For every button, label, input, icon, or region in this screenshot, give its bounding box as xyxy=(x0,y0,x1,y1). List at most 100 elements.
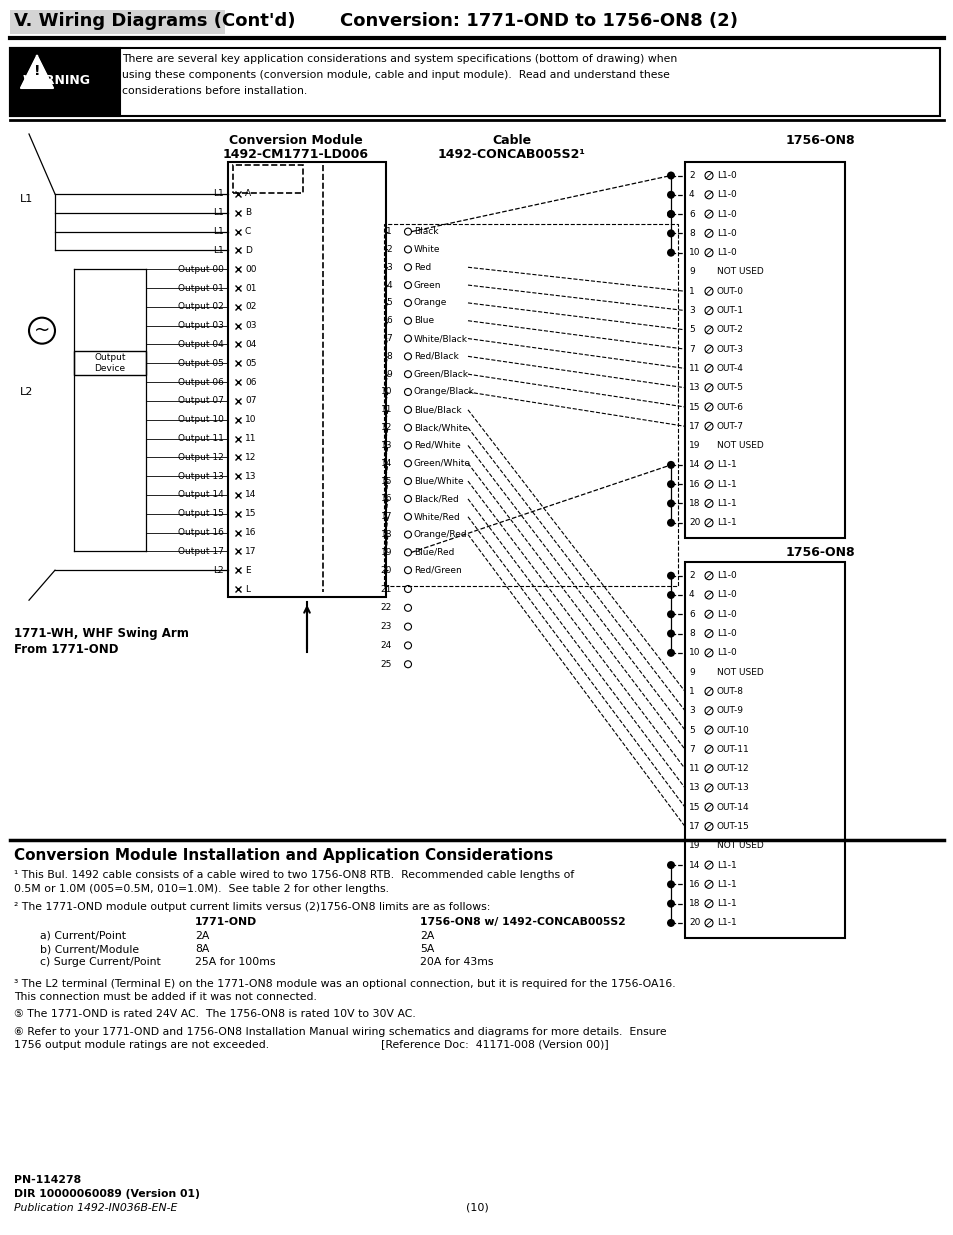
Bar xyxy=(10,48,120,116)
Text: 1756 output module ratings are not exceeded.                                [Ref: 1756 output module ratings are not excee… xyxy=(14,1040,608,1050)
Text: 20: 20 xyxy=(688,919,700,927)
Circle shape xyxy=(666,461,675,469)
Text: White: White xyxy=(414,245,440,254)
Text: D: D xyxy=(245,246,252,254)
Text: 3: 3 xyxy=(688,706,694,715)
Text: 16: 16 xyxy=(245,529,256,537)
Text: ~: ~ xyxy=(33,321,51,340)
Circle shape xyxy=(666,190,675,199)
Text: Red/Green: Red/Green xyxy=(414,566,461,574)
Text: 2: 2 xyxy=(386,245,392,254)
Text: Output 02: Output 02 xyxy=(178,303,224,311)
Text: L1-0: L1-0 xyxy=(717,210,736,219)
Bar xyxy=(228,162,386,597)
Text: 4: 4 xyxy=(688,190,694,199)
Text: OUT-11: OUT-11 xyxy=(717,745,749,753)
Text: Output 04: Output 04 xyxy=(178,340,224,350)
Text: Output 05: Output 05 xyxy=(178,359,224,368)
Text: 1756-ON8: 1756-ON8 xyxy=(784,135,854,147)
Text: 3: 3 xyxy=(386,263,392,272)
Text: ⑤ The 1771-OND is rated 24V AC.  The 1756-ON8 is rated 10V to 30V AC.: ⑤ The 1771-OND is rated 24V AC. The 1756… xyxy=(14,1009,416,1019)
Text: OUT-12: OUT-12 xyxy=(717,764,749,773)
Text: L1-0: L1-0 xyxy=(717,228,736,238)
Text: 04: 04 xyxy=(245,340,256,350)
Text: 01: 01 xyxy=(245,284,256,293)
Text: 13: 13 xyxy=(688,383,700,393)
Text: Red: Red xyxy=(414,263,431,272)
Text: L2: L2 xyxy=(20,387,33,398)
Bar xyxy=(74,351,146,375)
Text: OUT-9: OUT-9 xyxy=(717,706,743,715)
Circle shape xyxy=(666,899,675,908)
Text: 11: 11 xyxy=(688,364,700,373)
Text: 8: 8 xyxy=(688,228,694,238)
Text: 10: 10 xyxy=(245,415,256,424)
Text: 1: 1 xyxy=(386,227,392,236)
Text: 7: 7 xyxy=(688,745,694,753)
Circle shape xyxy=(666,248,675,257)
Text: E: E xyxy=(245,566,251,574)
Text: Publication 1492-IN036B-EN-E: Publication 1492-IN036B-EN-E xyxy=(14,1203,177,1213)
Text: L1-1: L1-1 xyxy=(717,861,736,869)
Text: B: B xyxy=(245,209,251,217)
Text: White/Red: White/Red xyxy=(414,513,460,521)
Text: L1-1: L1-1 xyxy=(717,899,736,908)
Text: Output 00: Output 00 xyxy=(178,264,224,274)
Text: L1-1: L1-1 xyxy=(717,519,736,527)
Text: OUT-13: OUT-13 xyxy=(717,783,749,793)
Text: 14: 14 xyxy=(688,861,700,869)
Text: 16: 16 xyxy=(688,479,700,489)
Text: L1-1: L1-1 xyxy=(717,919,736,927)
Text: 10: 10 xyxy=(688,648,700,657)
Text: Output 10: Output 10 xyxy=(178,415,224,424)
Text: OUT-6: OUT-6 xyxy=(717,403,743,411)
Bar xyxy=(684,162,844,538)
Text: 11: 11 xyxy=(245,433,256,443)
Text: Blue/Black: Blue/Black xyxy=(414,405,461,414)
Text: Green: Green xyxy=(414,280,441,289)
Text: OUT-3: OUT-3 xyxy=(717,345,743,353)
Text: Black: Black xyxy=(414,227,438,236)
Text: c) Surge Current/Point: c) Surge Current/Point xyxy=(40,957,161,967)
Text: OUT-10: OUT-10 xyxy=(717,725,749,735)
Text: 5: 5 xyxy=(688,725,694,735)
Text: 18: 18 xyxy=(380,530,392,538)
Text: L1-0: L1-0 xyxy=(717,572,736,580)
Text: 2A: 2A xyxy=(419,931,434,941)
Text: 2A: 2A xyxy=(194,931,209,941)
Circle shape xyxy=(666,861,675,869)
Circle shape xyxy=(666,499,675,508)
Text: Black/Red: Black/Red xyxy=(414,494,458,504)
Circle shape xyxy=(666,592,675,599)
Circle shape xyxy=(666,610,675,619)
Text: 5A: 5A xyxy=(419,944,434,953)
Text: This connection must be added if it was not connected.: This connection must be added if it was … xyxy=(14,992,316,1002)
Text: 20: 20 xyxy=(688,519,700,527)
Text: V. Wiring Diagrams (Cont'd): V. Wiring Diagrams (Cont'd) xyxy=(14,12,295,30)
Text: b) Current/Module: b) Current/Module xyxy=(40,944,139,953)
Text: 1: 1 xyxy=(688,287,694,295)
Text: Orange: Orange xyxy=(414,299,447,308)
Text: L1-0: L1-0 xyxy=(717,170,736,180)
Text: 12: 12 xyxy=(380,424,392,432)
Text: From 1771-OND: From 1771-OND xyxy=(14,643,118,656)
Text: Output
Device: Output Device xyxy=(94,353,126,373)
Text: L1: L1 xyxy=(213,227,224,236)
Text: Green/Black: Green/Black xyxy=(414,369,469,379)
Text: 13: 13 xyxy=(245,472,256,480)
Text: 24: 24 xyxy=(380,641,392,650)
Text: OUT-8: OUT-8 xyxy=(717,687,743,697)
Text: Output 16: Output 16 xyxy=(178,529,224,537)
Text: L1-0: L1-0 xyxy=(717,248,736,257)
Text: 19: 19 xyxy=(688,841,700,850)
Polygon shape xyxy=(21,56,53,88)
Text: 00: 00 xyxy=(245,264,256,274)
Text: OUT-7: OUT-7 xyxy=(717,422,743,431)
Text: 14: 14 xyxy=(245,490,256,499)
Text: 4: 4 xyxy=(386,280,392,289)
Text: Output 07: Output 07 xyxy=(178,396,224,405)
Text: OUT-2: OUT-2 xyxy=(717,325,743,335)
Text: L1-1: L1-1 xyxy=(717,879,736,889)
Text: ³ The L2 terminal (Terminal E) on the 1771-ON8 module was an optional connection: ³ The L2 terminal (Terminal E) on the 17… xyxy=(14,979,675,989)
Text: L1-0: L1-0 xyxy=(717,648,736,657)
